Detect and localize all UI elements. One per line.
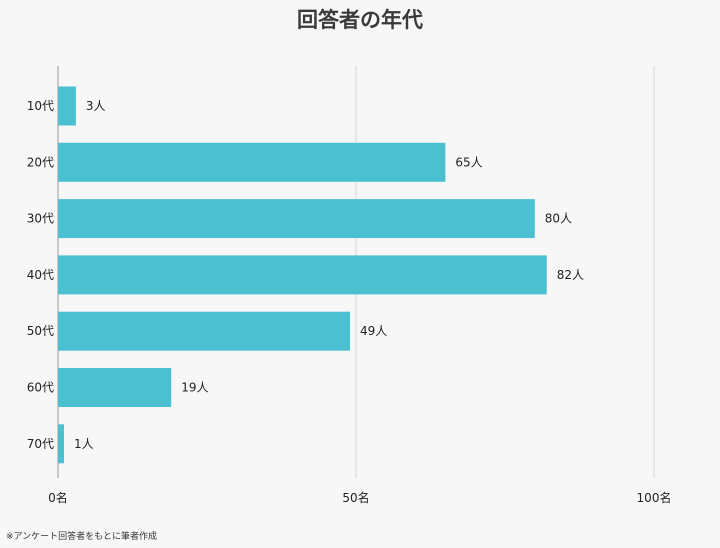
category-label: 10代 bbox=[27, 99, 54, 113]
value-labels: 3人 65人 80人 82人 49人 19人 1人 bbox=[74, 99, 584, 451]
data-label: 82人 bbox=[557, 268, 584, 282]
data-label: 65人 bbox=[455, 155, 482, 169]
x-tick-labels: 0名 50名 100名 bbox=[48, 490, 671, 505]
x-tick-label: 0名 bbox=[48, 490, 68, 505]
category-label: 50代 bbox=[27, 324, 54, 338]
category-labels: 10代 20代 30代 40代 50代 60代 70代 bbox=[27, 99, 54, 451]
category-label: 40代 bbox=[27, 268, 54, 282]
data-label: 19人 bbox=[181, 381, 208, 395]
category-label: 20代 bbox=[27, 155, 54, 169]
chart-title: 回答者の年代 bbox=[297, 8, 423, 32]
footnote: ※アンケート回答者をもとに筆者作成 bbox=[6, 532, 158, 542]
bar-20代 bbox=[58, 142, 446, 182]
data-label: 80人 bbox=[545, 212, 572, 226]
bar-60代 bbox=[58, 368, 172, 407]
bar-50代 bbox=[58, 311, 351, 351]
bars bbox=[58, 86, 547, 464]
data-label: 1人 bbox=[74, 437, 94, 451]
category-label: 70代 bbox=[27, 437, 54, 451]
bar-30代 bbox=[58, 199, 535, 239]
bar-10代 bbox=[58, 86, 76, 126]
bar-40代 bbox=[58, 255, 547, 295]
bar-70代 bbox=[58, 424, 64, 464]
data-label: 3人 bbox=[86, 99, 106, 113]
x-tick-label: 100名 bbox=[637, 490, 672, 505]
x-tick-label: 50名 bbox=[342, 490, 369, 505]
data-label: 49人 bbox=[360, 324, 387, 338]
category-label: 60代 bbox=[27, 381, 54, 395]
category-label: 30代 bbox=[27, 212, 54, 226]
